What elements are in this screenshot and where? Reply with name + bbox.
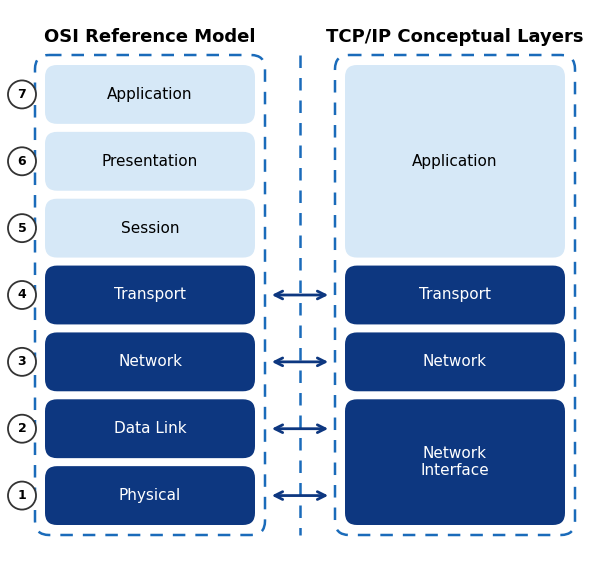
Circle shape	[8, 281, 36, 309]
Text: Network: Network	[118, 354, 182, 369]
Circle shape	[8, 81, 36, 108]
Text: Transport: Transport	[419, 287, 491, 303]
Text: 3: 3	[17, 356, 26, 369]
Text: 5: 5	[17, 222, 26, 235]
FancyBboxPatch shape	[345, 332, 565, 391]
Text: TCP/IP Conceptual Layers: TCP/IP Conceptual Layers	[326, 28, 584, 46]
Text: Data Link: Data Link	[114, 421, 186, 436]
Circle shape	[8, 214, 36, 242]
FancyBboxPatch shape	[45, 65, 255, 124]
FancyBboxPatch shape	[345, 265, 565, 324]
Text: Network
Interface: Network Interface	[421, 446, 489, 479]
FancyBboxPatch shape	[45, 198, 255, 257]
FancyBboxPatch shape	[345, 399, 565, 525]
FancyBboxPatch shape	[45, 399, 255, 458]
Circle shape	[8, 348, 36, 376]
FancyBboxPatch shape	[45, 466, 255, 525]
Circle shape	[8, 414, 36, 443]
FancyBboxPatch shape	[45, 332, 255, 391]
FancyBboxPatch shape	[45, 132, 255, 191]
Text: Presentation: Presentation	[102, 154, 198, 169]
Text: 7: 7	[17, 88, 26, 101]
Text: Application: Application	[412, 154, 498, 169]
Text: Physical: Physical	[119, 488, 181, 503]
Circle shape	[8, 481, 36, 510]
Text: 6: 6	[17, 155, 26, 168]
Text: 4: 4	[17, 289, 26, 302]
FancyBboxPatch shape	[345, 65, 565, 257]
Text: 1: 1	[17, 489, 26, 502]
FancyBboxPatch shape	[45, 265, 255, 324]
Text: OSI Reference Model: OSI Reference Model	[44, 28, 256, 46]
Text: Session: Session	[121, 221, 179, 236]
Text: Application: Application	[107, 87, 193, 102]
Text: Transport: Transport	[114, 287, 186, 303]
Text: 2: 2	[17, 422, 26, 435]
Text: Network: Network	[423, 354, 487, 369]
Circle shape	[8, 147, 36, 175]
